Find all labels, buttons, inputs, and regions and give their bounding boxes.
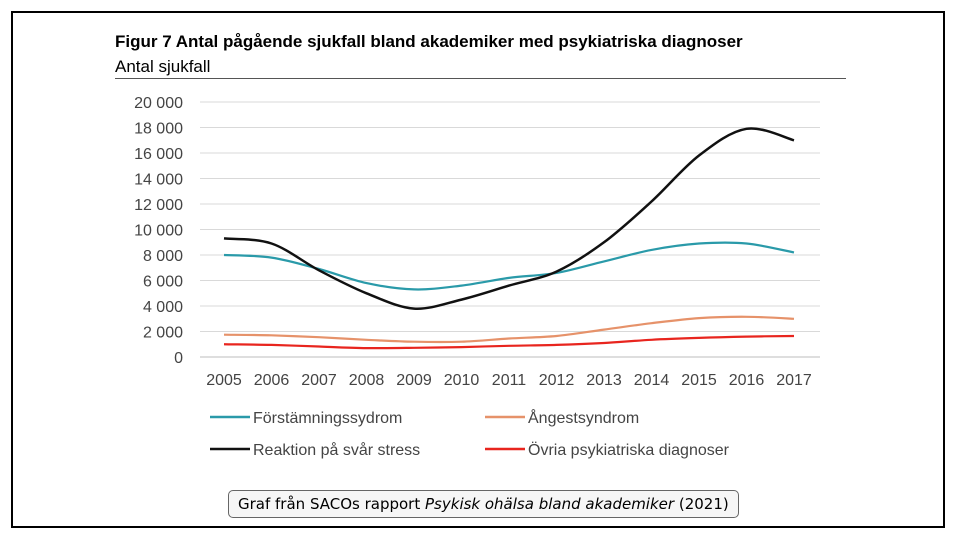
y-tick-label: 0 — [174, 350, 183, 367]
x-tick-label: 2011 — [492, 372, 527, 389]
series-line-övria-psykiatriska-diagnoser — [223, 334, 795, 350]
series-lines — [223, 127, 795, 350]
chart-title: Figur 7 Antal pågående sjukfall bland ak… — [115, 32, 743, 51]
y-tick-label: 10 000 — [134, 223, 183, 240]
x-tick-label: 2014 — [634, 372, 670, 389]
x-tick-label: 2008 — [349, 372, 385, 389]
caption-prefix: Graf från SACOs rapport — [238, 495, 421, 513]
legend-label: Reaktion på svår stress — [253, 441, 420, 459]
y-tick-label: 2 000 — [143, 325, 183, 342]
y-tick-label: 16 000 — [134, 146, 183, 163]
caption-report-title: Psykisk ohälsa bland akademiker — [425, 495, 675, 513]
y-tick-label: 12 000 — [134, 197, 183, 214]
y-tick-label: 18 000 — [134, 121, 183, 138]
legend: Förstämningssydrom Ångestsyndrom Reaktion … — [210, 408, 730, 459]
x-tick-label: 2006 — [254, 372, 290, 389]
title-divider — [115, 78, 846, 79]
source-caption: Graf från SACOs rapport Psykisk ohälsa b… — [228, 490, 739, 518]
gridlines — [200, 101, 820, 358]
x-tick-label: 2010 — [444, 372, 480, 389]
x-tick-label: 2012 — [539, 372, 575, 389]
x-tick-label: 2007 — [301, 372, 337, 389]
x-tick-label: 2005 — [206, 372, 242, 389]
x-tick-label: 2016 — [729, 372, 765, 389]
x-tick-label: 2017 — [776, 372, 812, 389]
chart-frame — [11, 11, 945, 528]
y-axis-ticks: 0 2 000 4 000 6 000 8 000 10 000 12 000 14 000 1… — [134, 95, 183, 367]
caption-suffix: (2021) — [678, 495, 729, 513]
chart-subtitle: Antal sjukfall — [115, 57, 211, 76]
legend-label: Förstämningssydrom — [253, 410, 402, 427]
y-tick-label: 4 000 — [143, 299, 183, 316]
x-tick-label: 2013 — [586, 372, 622, 389]
x-axis-ticks: 2005 2006 2007 2008 2009 2010 2011 2012 2013 2014… — [206, 372, 812, 389]
y-tick-label: 6 000 — [143, 274, 183, 291]
legend-label: Övria psykiatriska diagnoser — [528, 441, 730, 459]
y-tick-label: 8 000 — [143, 248, 183, 265]
series-line-reaktion-på-svår-stress — [223, 127, 795, 310]
x-tick-label: 2015 — [681, 372, 717, 389]
series-line-ångestsyndrom — [223, 315, 795, 344]
y-tick-label: 14 000 — [134, 172, 183, 189]
y-tick-label: 20 000 — [134, 95, 183, 112]
x-tick-label: 2009 — [396, 372, 432, 389]
legend-label: Ångestsyndrom — [528, 408, 639, 427]
